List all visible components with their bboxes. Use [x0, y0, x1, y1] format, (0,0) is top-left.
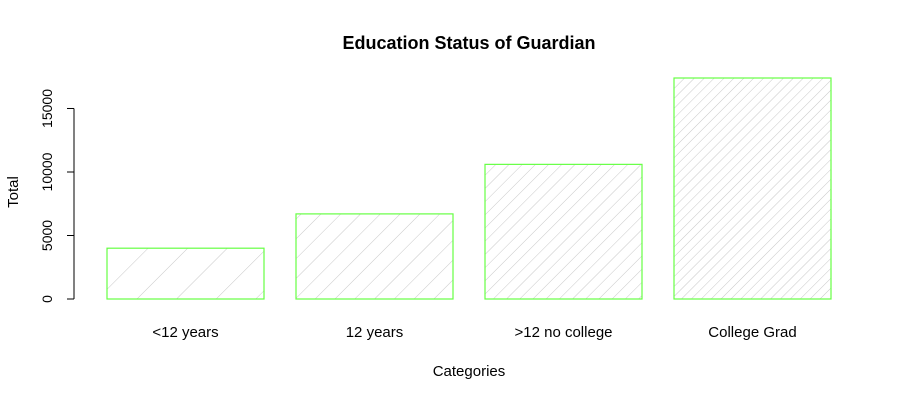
y-axis: 0 5000 10000 15000 [39, 89, 75, 303]
category-labels: <12 years 12 years >12 no college College G… [152, 324, 796, 341]
y-axis-label: Total [5, 176, 22, 208]
category-label: >12 no college [515, 324, 613, 341]
x-axis-label: Categories [433, 363, 506, 380]
bar [673, 77, 832, 300]
y-tick-label: 0 [39, 295, 55, 303]
bar [484, 163, 643, 300]
chart-title: Education Status of Guardian [342, 33, 595, 53]
category-label: <12 years [152, 324, 218, 341]
bars [106, 77, 832, 300]
bar [106, 247, 265, 300]
y-tick-label: 15000 [39, 89, 55, 128]
category-label: College Grad [708, 324, 796, 341]
y-tick-label: 10000 [39, 152, 55, 191]
y-tick-label: 5000 [39, 220, 55, 251]
category-label: 12 years [346, 324, 404, 341]
bar [295, 213, 454, 300]
